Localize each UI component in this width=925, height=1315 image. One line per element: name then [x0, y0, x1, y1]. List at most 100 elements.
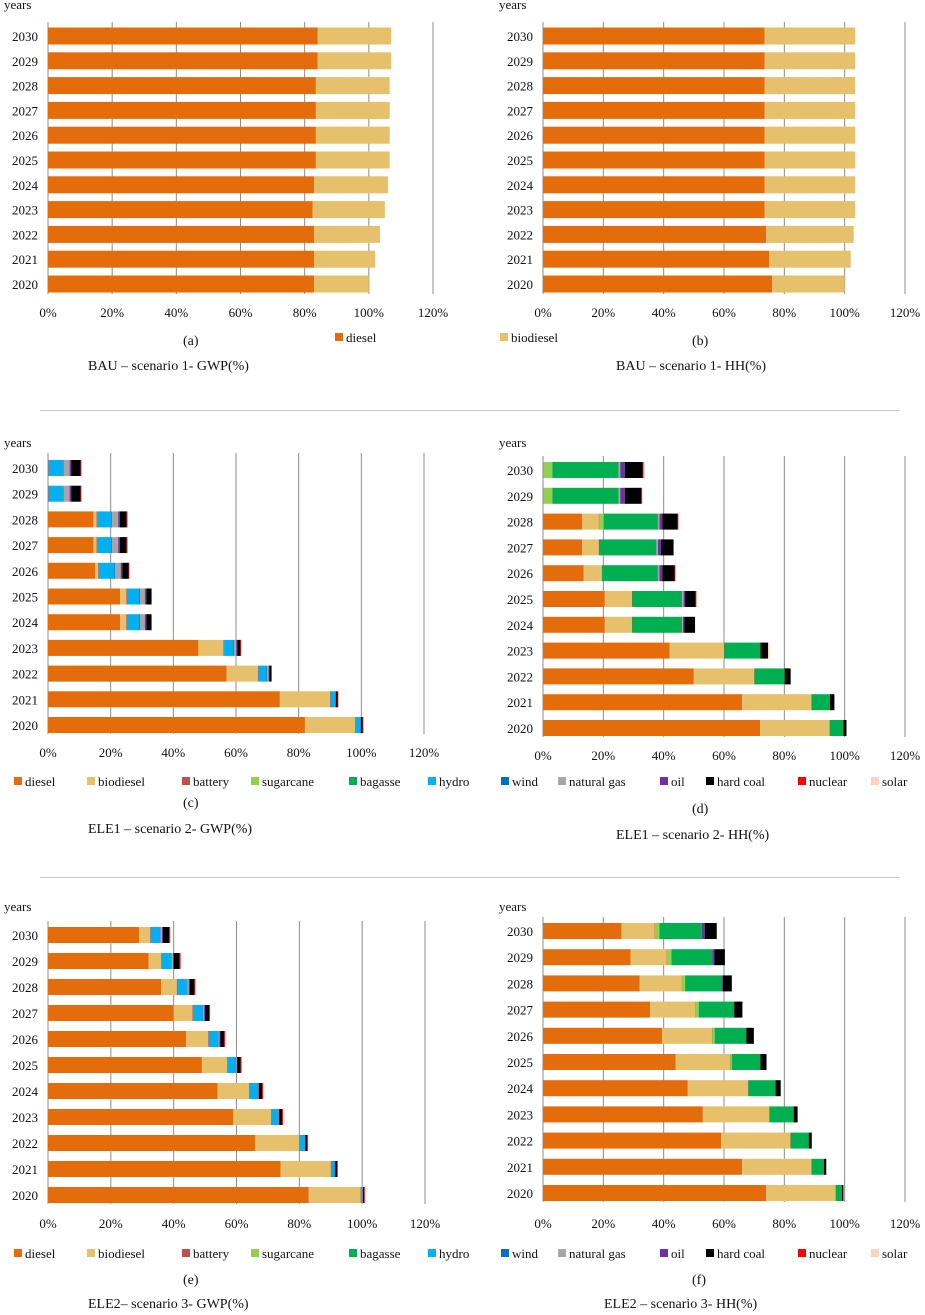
bar-2025-natural-gas	[235, 1057, 237, 1073]
y-tick-label-2021: 2021	[12, 1162, 38, 1177]
bar-2029-hydro	[161, 953, 172, 969]
bar-2030-hydro	[48, 460, 63, 476]
legend-swatch-solar	[871, 777, 879, 785]
bar-2025-diesel	[48, 588, 121, 605]
bar-2026-natural-gas	[218, 1031, 220, 1047]
bar-2026-diesel	[543, 565, 584, 582]
bar-2026-bagasse	[602, 565, 658, 582]
bar-2028-nuclear	[126, 511, 128, 528]
chart-title-e: ELE2– scenario 3- GWP(%)	[88, 1297, 249, 1312]
legend-label-biodiesel: biodiesel	[98, 774, 145, 789]
bar-2020-hard-coal	[363, 1187, 365, 1203]
bar-2022-hard-coal	[808, 1132, 812, 1149]
legend-label-solar: solar	[882, 1246, 908, 1261]
legend-label-nuclear: nuclear	[809, 1246, 848, 1261]
bar-2020-biodiesel	[766, 1185, 836, 1201]
legend-swatch-diesel	[14, 1249, 22, 1257]
legend-label-diesel: diesel	[25, 774, 56, 789]
x-tick-label-20: 20%	[99, 745, 123, 760]
legend-label-hydro: hydro	[439, 1246, 469, 1261]
bar-2023-biodiesel	[312, 201, 385, 219]
x-tick-label-40: 40%	[162, 1216, 186, 1231]
bar-2027-wind	[111, 537, 113, 554]
chart-title-b: BAU – scenario 1- HH(%)	[616, 359, 767, 374]
y-tick-label-2025: 2025	[12, 153, 38, 168]
bar-2027-bagasse	[698, 1001, 734, 1018]
bar-2028-biodiesel	[764, 77, 856, 95]
bar-2023-biodiesel	[702, 1106, 770, 1123]
bar-2028-hydro	[177, 979, 187, 995]
y-axis-label: years	[499, 0, 526, 12]
bar-2030-oil	[69, 460, 72, 476]
legend-swatch-hydro	[428, 777, 436, 785]
bar-2029-oil	[69, 485, 72, 502]
bar-2020-hard-coal	[361, 717, 363, 733]
bar-2027-natural-gas	[656, 539, 658, 556]
bar-2028-sugarcane	[599, 513, 604, 530]
bar-2026-biodiesel	[764, 126, 856, 144]
legend-label-biodiesel: biodiesel	[98, 1246, 145, 1261]
bar-2028-bagasse	[603, 513, 658, 530]
y-tick-label-2025: 2025	[12, 590, 38, 605]
bar-2021-wind	[335, 691, 337, 708]
legend-swatch-oil	[660, 1249, 668, 1257]
bar-2030-sugarcane	[654, 923, 660, 939]
bar-2021-diesel	[543, 694, 743, 711]
x-tick-label-100: 100%	[347, 1216, 378, 1231]
panel-label-a: (a)	[183, 334, 199, 349]
legend-swatch-hard-coal	[706, 1249, 714, 1257]
bar-2025-sugarcane	[730, 1054, 732, 1070]
legend-swatch-wind	[501, 777, 509, 785]
bar-2022-diesel	[48, 1135, 256, 1151]
bar-2026-hydro	[98, 562, 115, 579]
bar-2021-biodiesel	[742, 694, 812, 711]
x-tick-label-100: 100%	[829, 1216, 860, 1231]
x-tick-label-0: 0%	[39, 1216, 57, 1231]
bar-2024-biodiesel	[604, 616, 632, 633]
bar-2028-oil	[721, 975, 723, 992]
bar-2022-oil	[268, 665, 270, 682]
x-tick-label-40: 40%	[161, 745, 185, 760]
bar-2028-oil	[188, 979, 190, 995]
bar-2029-biodiesel	[148, 953, 162, 969]
y-tick-label-2029: 2029	[12, 54, 38, 69]
x-tick-label-120: 120%	[418, 305, 449, 320]
bar-2021-hard-coal	[335, 691, 338, 708]
bar-2020-biodiesel	[760, 720, 830, 736]
x-tick-label-120: 120%	[409, 745, 440, 760]
y-tick-label-2027: 2027	[507, 103, 534, 118]
bar-2027-diesel	[48, 101, 316, 119]
bar-2022-diesel	[48, 225, 315, 243]
bar-2022-battery	[299, 1135, 301, 1151]
bar-2021-hydro	[331, 1161, 335, 1177]
bar-2028-natural-gas	[187, 979, 189, 995]
bar-2025-bagasse	[632, 591, 683, 607]
bar-2026-hydro	[208, 1031, 219, 1047]
bar-2024-oil	[144, 614, 147, 631]
x-tick-label-20: 20%	[100, 305, 124, 320]
legend-label-diesel: diesel	[25, 1246, 56, 1261]
bar-2020-diesel	[48, 717, 305, 733]
bar-2023-diesel	[48, 201, 313, 219]
bar-2025-diesel	[48, 151, 316, 169]
y-tick-label-2030: 2030	[12, 29, 38, 44]
bar-2021-nuclear	[337, 691, 339, 708]
bar-2024-hydro	[249, 1083, 258, 1099]
bar-2020-bagasse	[829, 720, 844, 736]
bar-2021-oil	[334, 1161, 336, 1177]
separator-top	[40, 410, 900, 411]
legend-label-natural-gas: natural gas	[569, 1246, 626, 1261]
bar-2023-bagasse	[769, 1106, 794, 1123]
y-tick-label-2022: 2022	[12, 667, 38, 682]
x-tick-label-60: 60%	[225, 1216, 249, 1231]
bar-2020-diesel	[543, 720, 761, 736]
bar-2029-oil	[712, 949, 715, 966]
x-tick-label-0: 0%	[534, 748, 552, 763]
y-axis-label: years	[499, 435, 526, 450]
y-tick-label-2025: 2025	[507, 592, 533, 607]
bar-2024-oil	[258, 1083, 260, 1099]
bar-2030-wind	[62, 460, 64, 476]
bar-2026-battery	[98, 562, 99, 579]
bar-2028-bagasse	[685, 975, 722, 992]
bar-2027-hard-coal	[660, 539, 674, 556]
